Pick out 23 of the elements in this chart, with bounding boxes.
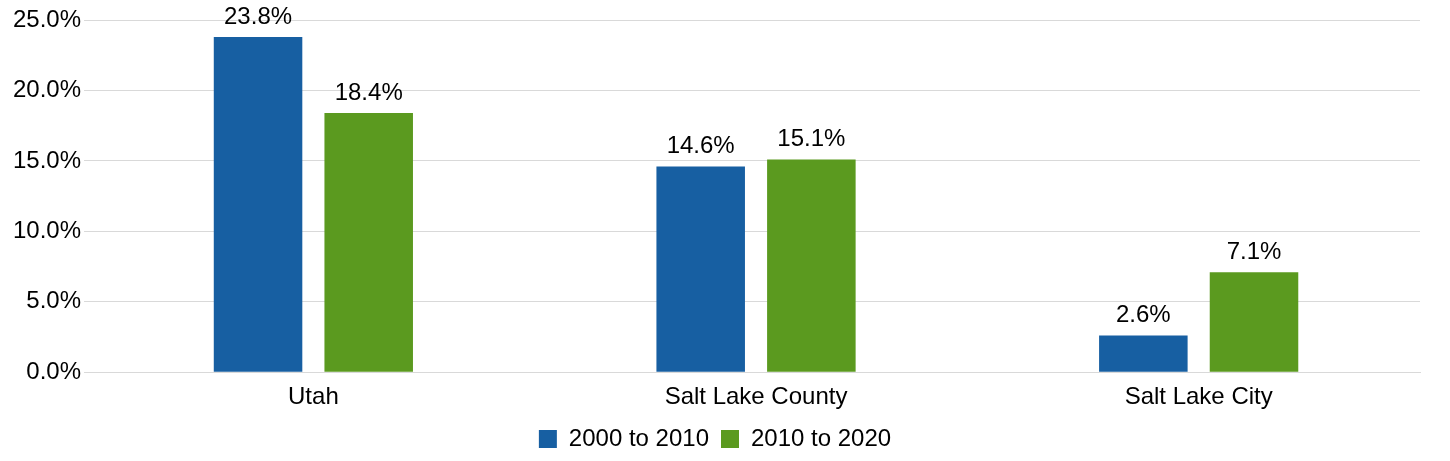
text: 18.4% xyxy=(334,77,403,105)
y-tick-label: 25.0% xyxy=(12,4,82,32)
text: 23.8% xyxy=(224,1,293,29)
x-tick-label: Utah xyxy=(288,382,339,410)
bar xyxy=(324,112,413,372)
text: 14.6% xyxy=(666,131,735,159)
text: 15.1% xyxy=(777,124,846,152)
y-tick-label: 15.0% xyxy=(12,145,82,173)
legend-label: 2000 to 2010 xyxy=(568,423,710,451)
bar xyxy=(1099,335,1188,372)
y-tick-label: 0.0% xyxy=(26,356,82,384)
text: 2.6% xyxy=(1115,300,1171,328)
x-tick-label: Salt Lake County xyxy=(664,382,848,410)
bar xyxy=(656,166,745,372)
legend-label: 2010 to 2020 xyxy=(751,423,892,451)
bar xyxy=(1209,272,1299,372)
bar xyxy=(213,36,303,372)
y-tick-label: 5.0% xyxy=(26,286,82,314)
y-tick-label: 10.0% xyxy=(12,215,82,243)
text: 7.1% xyxy=(1226,236,1282,264)
bar xyxy=(767,159,856,372)
x-tick-label: Salt Lake City xyxy=(1124,382,1273,410)
y-tick-label: 20.0% xyxy=(12,75,82,103)
